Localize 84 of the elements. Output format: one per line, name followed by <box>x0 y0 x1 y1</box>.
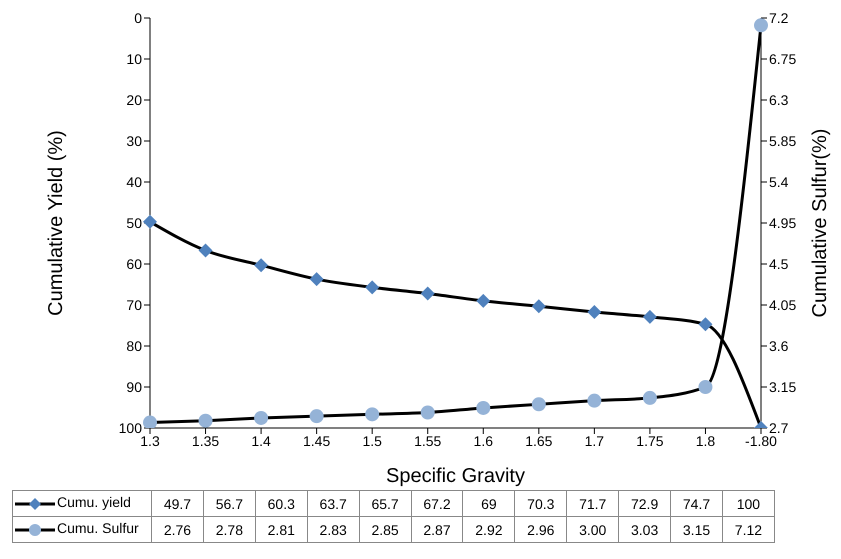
data-label: 2.76 <box>152 516 204 542</box>
point <box>198 243 213 258</box>
data-label: 3.03 <box>618 516 671 542</box>
y2-tick-label: 3.6 <box>769 338 789 354</box>
y-tick-label: 30 <box>126 132 142 149</box>
y2-tick-label: 3.15 <box>769 378 796 395</box>
x-tick-label: 1.4 <box>251 432 272 449</box>
x-tick-label: 1.35 <box>192 432 220 449</box>
y-tick-label: 100 <box>118 420 142 436</box>
point <box>476 294 490 308</box>
x-tick-label: 1.65 <box>525 432 553 449</box>
y2-tick-label: 5.85 <box>769 132 796 149</box>
data-label: 71.7 <box>566 490 619 516</box>
y-tick-label: 0 <box>134 10 142 26</box>
x-tick-label: 1.8 <box>696 432 716 449</box>
point <box>254 258 268 272</box>
y-tick-label: 60 <box>126 256 142 272</box>
point <box>420 406 435 420</box>
y-tick-label: 20 <box>126 92 142 108</box>
y-tick-label: 10 <box>126 50 142 67</box>
data-label: 2.85 <box>359 516 412 542</box>
data-label: 63.7 <box>307 490 360 516</box>
point <box>365 407 380 422</box>
point <box>198 414 213 428</box>
point <box>587 304 602 319</box>
point <box>587 394 602 408</box>
y2-axis-title: Cumulative Sulfur(%) <box>809 128 832 318</box>
x-tick-label: 1.7 <box>584 432 604 449</box>
data-label: 2.96 <box>514 516 567 542</box>
x-tick-label: 1.3 <box>140 432 160 449</box>
point <box>143 214 157 229</box>
y2-tick-label: 6.75 <box>769 50 796 67</box>
y2-tick-label: 5.4 <box>769 174 789 190</box>
legend-label: Cumu. yield <box>57 494 131 510</box>
data-label: 2.87 <box>411 516 463 542</box>
data-label: 2.92 <box>462 516 515 542</box>
data-label: 100 <box>722 490 774 516</box>
x-axis-title: Specific Gravity <box>386 465 525 487</box>
y-tick-label: 80 <box>126 338 142 354</box>
legend-label: Cumu. Sulfur <box>57 520 139 536</box>
point <box>698 317 712 332</box>
data-label: 67.2 <box>411 490 463 516</box>
y-axis-title: Cumulative Yield (%) <box>45 130 68 316</box>
data-label: 65.7 <box>359 490 412 516</box>
y-tick-label: 50 <box>126 214 142 231</box>
y-tick-label: 40 <box>126 174 142 190</box>
point <box>143 416 157 428</box>
data-label: 60.3 <box>255 490 308 516</box>
data-label: 2.81 <box>255 516 308 542</box>
y-tick-label: 90 <box>126 378 142 395</box>
y2-tick-label: 6.3 <box>769 92 789 108</box>
y2-tick-label: 4.5 <box>769 256 789 272</box>
y2-tick-label: 7.2 <box>769 10 789 26</box>
point <box>310 272 324 286</box>
x-tick-label: 1.6 <box>474 432 494 449</box>
point <box>754 18 768 32</box>
point <box>532 299 546 314</box>
data-label: 49.7 <box>152 490 204 516</box>
point <box>310 409 324 424</box>
x-tick-label: 1.45 <box>303 432 330 449</box>
point <box>642 390 657 405</box>
y2-tick-label: 4.95 <box>769 214 796 231</box>
data-label: 3.15 <box>670 516 722 542</box>
point <box>698 380 712 394</box>
y2-tick-label: 4.05 <box>769 296 796 313</box>
data-label: 56.7 <box>203 490 256 516</box>
data-label: 72.9 <box>618 490 671 516</box>
point <box>642 310 657 324</box>
x-tick-label: 1.75 <box>636 432 664 449</box>
data-label: 69 <box>462 490 515 516</box>
x-tick-label: 1.55 <box>414 432 442 449</box>
point <box>420 286 435 301</box>
data-label: 2.78 <box>203 516 256 542</box>
point <box>532 397 546 412</box>
data-label: 74.7 <box>670 490 722 516</box>
y-tick-label: 70 <box>126 296 142 313</box>
data-label: 70.3 <box>514 490 567 516</box>
point <box>365 280 380 294</box>
data-label: 3.00 <box>566 516 619 542</box>
x-tick-label: 1.5 <box>362 432 382 449</box>
point <box>476 400 490 415</box>
point <box>254 410 268 425</box>
data-label: 2.83 <box>307 516 360 542</box>
data-label: 7.12 <box>722 516 774 542</box>
